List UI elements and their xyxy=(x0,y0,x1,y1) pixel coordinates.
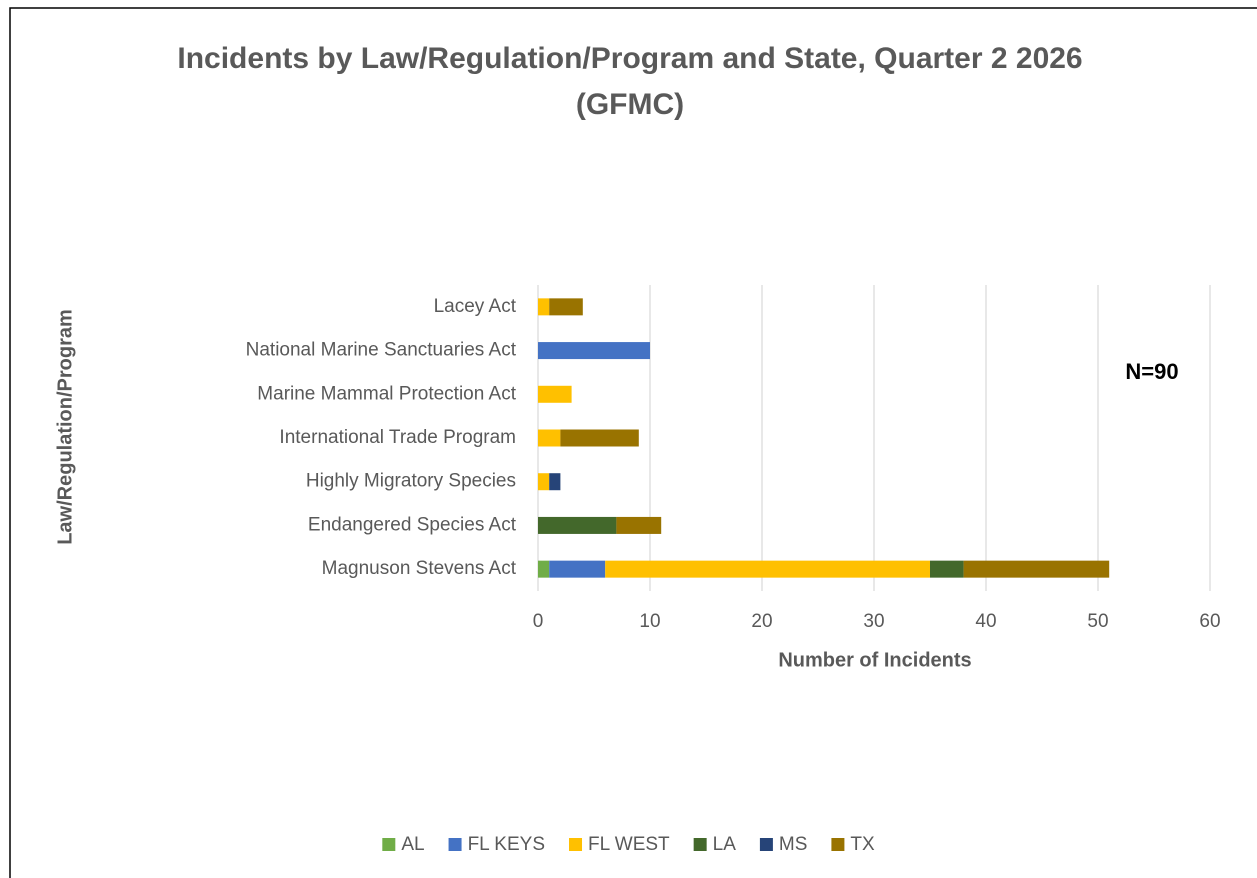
x-tick-label: 0 xyxy=(533,611,544,632)
bar-segment xyxy=(538,473,550,491)
bar-segment xyxy=(560,429,639,447)
legend-label: TX xyxy=(850,834,875,855)
y-tick-label: International Trade Program xyxy=(279,427,516,448)
legend-label: AL xyxy=(401,834,424,855)
bar-segment xyxy=(605,560,930,578)
legend-swatch xyxy=(382,838,396,851)
legend-label: FL WEST xyxy=(588,834,670,855)
chart-border xyxy=(9,7,1257,878)
legend-label: MS xyxy=(779,834,808,855)
legend-label: LA xyxy=(713,834,737,855)
x-tick-label: 50 xyxy=(1087,611,1108,632)
x-axis-label: Number of Incidents xyxy=(778,649,971,671)
x-tick-label: 20 xyxy=(751,611,772,632)
y-axis-label: Law/Regulation/Program xyxy=(54,309,76,545)
y-tick-label: Lacey Act xyxy=(434,296,517,317)
bar-segment xyxy=(538,560,550,578)
bar-segment xyxy=(538,429,561,447)
x-tick-label: 40 xyxy=(975,611,996,632)
bar-segment xyxy=(538,342,650,360)
annotation: N=90 xyxy=(1125,359,1178,384)
x-tick-label: 60 xyxy=(1199,611,1220,632)
legend-swatch xyxy=(448,838,462,851)
chart-title: Incidents by Law/Regulation/Program and … xyxy=(177,42,1083,121)
x-tick-label: 10 xyxy=(639,611,660,632)
legend-swatch xyxy=(693,838,707,851)
bar-segment xyxy=(930,560,964,578)
legend-swatch xyxy=(759,838,773,851)
bar-segment xyxy=(549,560,606,578)
y-tick-label: Magnuson Stevens Act xyxy=(322,558,517,579)
bar-segment xyxy=(963,560,1110,578)
y-tick-label: Endangered Species Act xyxy=(308,514,517,535)
y-tick-label: National Marine Sanctuaries Act xyxy=(246,340,517,361)
bar-segment xyxy=(616,516,662,534)
legend-swatch xyxy=(569,838,583,851)
bar-segment xyxy=(549,473,561,491)
x-tick-label: 30 xyxy=(863,611,884,632)
bar-segment xyxy=(538,516,617,534)
legend-swatch xyxy=(831,838,845,851)
y-tick-label: Highly Migratory Species xyxy=(306,471,516,492)
bar-segment xyxy=(549,298,583,316)
bar-segment xyxy=(538,298,550,316)
legend-label: FL KEYS xyxy=(468,834,545,855)
bar-segment xyxy=(538,385,572,403)
y-tick-label: Marine Mammal Protection Act xyxy=(257,383,516,404)
